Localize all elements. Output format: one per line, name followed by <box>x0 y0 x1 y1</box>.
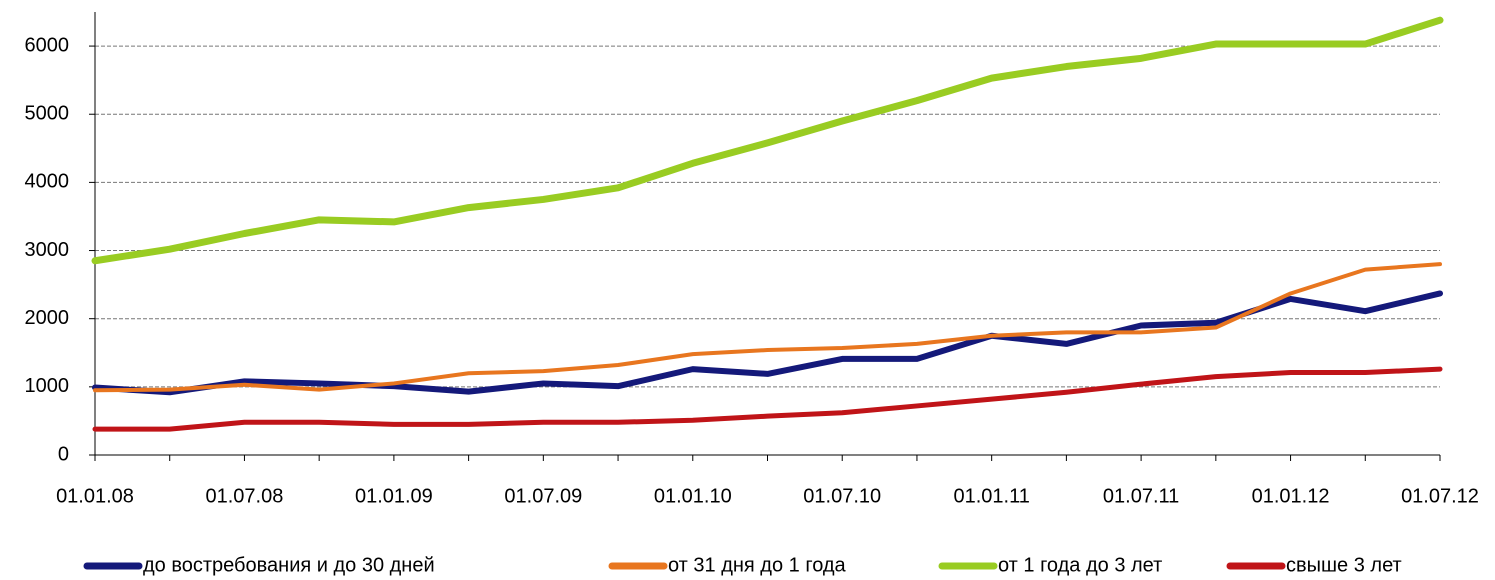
legend-label: до востребования и до 30 дней <box>143 554 435 576</box>
legend-label: от 31 дня до 1 года <box>668 554 847 576</box>
x-tick-label: 01.01.10 <box>654 485 732 507</box>
x-tick-label: 01.01.09 <box>355 485 433 507</box>
legend-label: свыше 3 лет <box>1286 554 1402 576</box>
x-tick-label: 01.07.08 <box>206 485 284 507</box>
legend-label: от 1 года до 3 лет <box>998 554 1162 576</box>
x-tick-label: 01.07.12 <box>1401 485 1479 507</box>
series-line <box>93 262 1442 393</box>
y-tick-label: 3000 <box>25 239 70 261</box>
x-tick-label: 01.01.12 <box>1252 485 1330 507</box>
x-tick-label: 01.07.11 <box>1103 485 1179 507</box>
y-tick-label: 1000 <box>25 375 70 397</box>
series-line <box>92 290 1443 396</box>
x-tick-label: 01.07.09 <box>504 485 582 507</box>
x-tick-label: 01.01.11 <box>953 485 1029 507</box>
y-tick-label: 4000 <box>25 171 70 193</box>
y-tick-label: 2000 <box>25 307 70 329</box>
y-tick-label: 0 <box>58 443 69 465</box>
series-line <box>92 366 1443 432</box>
y-tick-label: 6000 <box>25 34 70 56</box>
x-tick-label: 01.07.10 <box>803 485 881 507</box>
y-tick-label: 5000 <box>25 103 70 125</box>
x-tick-label: 01.01.08 <box>56 485 134 507</box>
series-line <box>91 16 1444 265</box>
